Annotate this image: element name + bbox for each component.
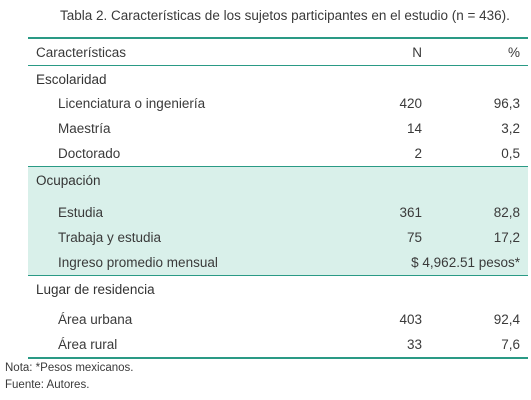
- row-label: Ingreso promedio mensual: [58, 255, 218, 270]
- row-label: Área rural: [58, 337, 118, 352]
- row-label: Licenciatura o ingeniería: [58, 96, 206, 111]
- row-n: 420: [399, 96, 422, 111]
- table-row: Estudia 361 82,8: [28, 200, 528, 225]
- row-percent: 3,2: [501, 121, 520, 136]
- row-percent: 92,4: [493, 312, 520, 327]
- row-label: Estudia: [58, 205, 104, 220]
- row-n: 75: [406, 230, 422, 245]
- row-label: Doctorado: [58, 146, 121, 161]
- table-row: Ingreso promedio mensual $ 4,962.51 peso…: [28, 250, 528, 275]
- section-title: Ocupación: [36, 173, 101, 188]
- row-percent: 96,3: [493, 96, 520, 111]
- table-source: Fuente: Autores.: [5, 379, 90, 391]
- table-row: Área urbana 403 92,4: [28, 307, 528, 332]
- row-n: 14: [406, 121, 422, 136]
- section-header: Ocupación: [28, 167, 528, 192]
- section-lugar-de-residencia: Lugar de residencia Área urbana 403 92,4…: [28, 275, 528, 357]
- table-row: Licenciatura o ingeniería 420 96,3: [28, 91, 528, 116]
- header-rule: [28, 65, 528, 66]
- row-percent: 0,5: [501, 146, 520, 161]
- header-n: N: [412, 45, 422, 60]
- table-row: Trabaja y estudia 75 17,2: [28, 225, 528, 250]
- top-rule: [28, 37, 528, 39]
- table-row: Doctorado 2 0,5: [28, 141, 528, 166]
- table-caption: Tabla 2. Características de los sujetos …: [60, 8, 510, 23]
- row-n: 2: [414, 146, 422, 161]
- section-title: Escolaridad: [36, 72, 107, 87]
- row-label: Área urbana: [58, 312, 133, 327]
- header-percent: %: [507, 45, 520, 60]
- row-percent: 17,2: [493, 230, 520, 245]
- row-n: 361: [399, 205, 422, 220]
- characteristics-table: Características N % Escolaridad Licencia…: [28, 37, 528, 359]
- section-ocupacion: Ocupación Estudia 361 82,8 Trabaja y est…: [28, 166, 528, 275]
- row-n: 403: [399, 312, 422, 327]
- row-label: Trabaja y estudia: [58, 230, 162, 245]
- row-percent: 7,6: [501, 337, 520, 352]
- section-header: Lugar de residencia: [28, 276, 528, 301]
- table-row: Área rural 33 7,6: [28, 332, 528, 357]
- row-percent: 82,8: [493, 205, 520, 220]
- row-merged-value: $ 4,962.51 pesos*: [411, 255, 520, 270]
- table-note: Nota: *Pesos mexicanos.: [5, 362, 134, 374]
- table-header-row: Características N %: [28, 39, 528, 65]
- row-n: 33: [406, 337, 422, 352]
- section-title: Lugar de residencia: [36, 282, 155, 297]
- section-escolaridad: Escolaridad: [28, 66, 528, 91]
- table-row: Maestría 14 3,2: [28, 116, 528, 141]
- row-label: Maestría: [58, 121, 111, 136]
- header-characteristics: Características: [36, 45, 127, 60]
- bottom-rule: [28, 357, 528, 359]
